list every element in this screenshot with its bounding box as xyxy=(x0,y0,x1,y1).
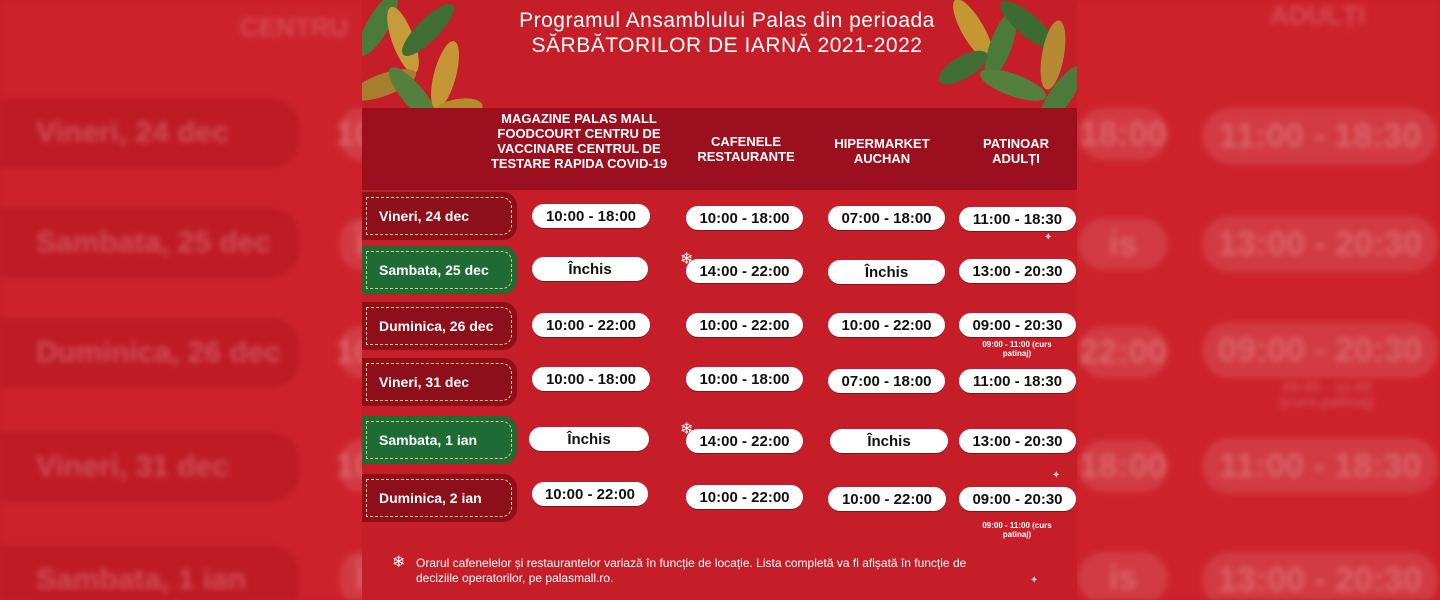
sparkle-icon: ✦ xyxy=(1052,470,1061,481)
hours-pill: 07:00 - 18:00 xyxy=(828,206,945,230)
bg-pill: 13:00 - 20:30 xyxy=(1202,552,1438,600)
bg-pill: 11:00 - 18:30 xyxy=(1202,438,1438,494)
bg-pill: 09:00 - 20:30 xyxy=(1202,322,1438,378)
hours-pill: 11:00 - 18:30 xyxy=(959,207,1076,231)
hours-pill: 10:00 - 22:00 xyxy=(686,313,803,337)
sparkle-icon: ✦ xyxy=(1044,232,1053,243)
poster-title: Programul Ansamblului Palas din perioada… xyxy=(519,9,935,57)
hours-pill: 09:00 - 20:30 xyxy=(959,313,1076,337)
hours-pill: 09:00 - 20:30 xyxy=(959,487,1076,511)
bg-pill: is xyxy=(1078,552,1168,600)
hours-pill: Închis xyxy=(828,260,945,284)
skating-course-note: 09:00 - 11:00 (curs patinaj) xyxy=(982,521,1052,539)
bg-day: Sambata, 25 dec xyxy=(0,208,300,278)
hours-pill: 14:00 - 22:00 xyxy=(686,259,803,283)
hours-pill: 10:00 - 22:00 xyxy=(828,487,946,511)
asterisk-snowflake-icon: ❄ xyxy=(392,554,406,571)
hours-pill: 10:00 - 18:00 xyxy=(532,367,650,391)
hours-pill: Închis xyxy=(830,429,948,453)
hours-pill: 13:00 - 20:30 xyxy=(959,259,1076,283)
hours-pill: 10:00 - 22:00 xyxy=(532,482,648,506)
hours-pill: 10:00 - 18:00 xyxy=(686,206,803,230)
day-label: Sambata, 1 ian xyxy=(362,416,517,464)
footer-note: Orarul cafenelelor și restaurantelor var… xyxy=(416,556,967,585)
hours-pill: 10:00 - 18:00 xyxy=(532,204,650,228)
column-header-auchan: HIPERMARKET AUCHAN xyxy=(834,136,930,166)
bg-day: Vineri, 24 dec xyxy=(0,98,300,168)
hours-pill: 11:00 - 18:30 xyxy=(959,369,1076,393)
column-header-restaurants: CAFENELE RESTAURANTE xyxy=(697,134,795,164)
hours-pill: Închis xyxy=(529,427,649,451)
column-header-skating: PATINOAR ADULȚI xyxy=(983,136,1049,166)
bg-pill: 13:00 - 20:30 xyxy=(1202,216,1438,272)
hours-pill: 10:00 - 18:00 xyxy=(686,367,803,391)
day-label: Duminica, 26 dec xyxy=(362,302,517,350)
bg-heading-left: CENTRU xyxy=(240,12,349,42)
column-header-mall: MAGAZINE PALAS MALL FOODCOURT CENTRU DE … xyxy=(490,111,668,171)
hours-pill: 07:00 - 18:00 xyxy=(828,369,945,393)
bg-day: Vineri, 31 dec xyxy=(0,432,300,502)
bg-pill: 11:00 - 18:30 xyxy=(1202,108,1438,164)
day-label: Vineri, 24 dec xyxy=(362,192,517,240)
hours-pill: 10:00 - 22:00 xyxy=(532,313,650,337)
hours-pill: 13:00 - 20:30 xyxy=(959,429,1076,453)
hours-pill: Închis xyxy=(532,257,648,281)
day-label: Sambata, 25 dec xyxy=(362,246,517,294)
bg-day: Duminica, 26 dec xyxy=(0,318,300,388)
bg-pill: 22:00 xyxy=(1078,326,1168,378)
skating-course-note: 09:00 - 11:00 (curs patinaj) xyxy=(982,340,1052,358)
hours-pill: 10:00 - 22:00 xyxy=(828,313,945,337)
bg-day: Sambata, 1 ian xyxy=(0,545,300,600)
bg-pill: 18:00 xyxy=(1078,108,1168,160)
hours-pill: 10:00 - 22:00 xyxy=(686,485,803,509)
day-label: Duminica, 2 ian xyxy=(362,474,517,522)
bg-pill: is xyxy=(1078,218,1168,270)
day-label: Vineri, 31 dec xyxy=(362,358,517,406)
column-header-band xyxy=(362,108,1077,190)
bg-heading-right: ADULȚI xyxy=(1270,0,1366,30)
bg-pill: 18:00 xyxy=(1078,440,1168,492)
sparkle-icon: ✦ xyxy=(1030,575,1039,586)
hours-pill: 14:00 - 22:00 xyxy=(686,429,803,453)
bg-note: 09:00 - 11:00 (curs patinaj) xyxy=(1279,379,1375,411)
schedule-poster: ✦ ✦ ✦ ✦ ✦ ✦ Programul Ansamblului Palas … xyxy=(362,0,1077,600)
